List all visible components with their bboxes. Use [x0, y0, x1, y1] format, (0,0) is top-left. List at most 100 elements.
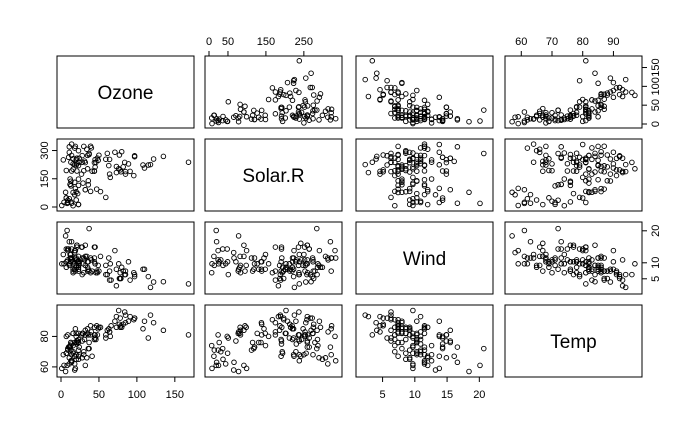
- data-point: [417, 313, 424, 320]
- data-point: [235, 233, 242, 239]
- data-point: [567, 114, 574, 120]
- data-point: [280, 268, 287, 274]
- data-point: [395, 189, 401, 196]
- data-point: [417, 145, 424, 151]
- data-point: [410, 365, 416, 372]
- data-point: [598, 269, 604, 276]
- data-point: [127, 313, 133, 320]
- data-point: [406, 185, 413, 192]
- data-point: [369, 58, 376, 64]
- data-point: [73, 162, 79, 168]
- data-point: [278, 104, 284, 111]
- data-point: [272, 97, 279, 103]
- data-point: [573, 168, 580, 174]
- data-point: [93, 159, 99, 166]
- data-point: [564, 246, 571, 252]
- data-point: [583, 159, 589, 166]
- data-point: [384, 162, 390, 168]
- data-point: [536, 108, 543, 114]
- data-point: [295, 244, 302, 250]
- data-point: [369, 159, 376, 165]
- data-point: [403, 91, 409, 97]
- data-point: [546, 115, 552, 121]
- scatter-panel-temp-vs-solar-r: [204, 304, 343, 378]
- data-point: [598, 185, 604, 192]
- data-point: [303, 75, 309, 81]
- data-point: [613, 85, 620, 91]
- data-point: [530, 251, 537, 258]
- tick-label: 150: [166, 389, 184, 401]
- data-point: [296, 58, 303, 64]
- data-point: [604, 152, 611, 158]
- data-point: [583, 58, 589, 64]
- data-point: [68, 200, 75, 206]
- data-point: [220, 356, 226, 363]
- data-point: [317, 91, 324, 97]
- data-point: [543, 157, 549, 163]
- data-point: [436, 141, 443, 148]
- data-point: [131, 316, 137, 323]
- data-point: [583, 107, 589, 114]
- data-point: [540, 168, 546, 174]
- data-point: [284, 79, 291, 86]
- data-point: [251, 261, 258, 267]
- data-point: [598, 152, 604, 158]
- data-point: [384, 153, 390, 159]
- data-point: [86, 339, 92, 346]
- data-point: [73, 351, 79, 358]
- data-point: [317, 324, 324, 331]
- data-point: [530, 116, 537, 122]
- tick-label: 50: [93, 389, 105, 401]
- data-point: [399, 163, 405, 170]
- data-point: [96, 152, 102, 158]
- data-point: [218, 257, 224, 263]
- data-point: [399, 93, 405, 100]
- data-point: [439, 168, 446, 174]
- data-point: [233, 338, 239, 344]
- data-point: [93, 323, 100, 329]
- data-point: [211, 347, 218, 353]
- data-point: [601, 277, 607, 283]
- data-point: [73, 255, 79, 261]
- data-point: [592, 271, 598, 278]
- data-point: [272, 319, 279, 326]
- data-point: [552, 201, 558, 208]
- data-point: [598, 255, 604, 261]
- data-point: [290, 80, 297, 87]
- data-point: [481, 345, 487, 352]
- data-point: [325, 361, 331, 367]
- data-point: [447, 109, 454, 115]
- axes-layer: 0 50 150 250 60 70 80 900 50 100 150 5 10 15 200150300…: [39, 36, 662, 401]
- data-point: [388, 155, 394, 162]
- data-point: [218, 348, 224, 355]
- data-point: [258, 268, 265, 274]
- data-point: [219, 246, 226, 252]
- data-point: [632, 166, 638, 172]
- data-point: [72, 268, 79, 274]
- data-point: [251, 107, 257, 114]
- data-point: [96, 268, 102, 274]
- data-point: [592, 262, 598, 269]
- data-point: [598, 104, 604, 111]
- data-point: [595, 176, 601, 183]
- data-point: [278, 246, 285, 252]
- data-point: [277, 86, 284, 93]
- data-point: [395, 178, 401, 184]
- data-point: [619, 283, 626, 289]
- data-point: [558, 155, 564, 161]
- tick-label: 80: [577, 36, 589, 48]
- data-point: [301, 251, 307, 258]
- data-point: [586, 255, 592, 261]
- data-point: [296, 89, 302, 96]
- data-point: [595, 97, 601, 104]
- data-point: [258, 339, 264, 346]
- data-point: [521, 119, 528, 126]
- data-point: [141, 266, 148, 272]
- data-point: [629, 89, 635, 96]
- data-point: [583, 171, 589, 177]
- data-point: [291, 284, 298, 291]
- data-point: [84, 330, 91, 337]
- data-point: [586, 115, 592, 121]
- data-point: [558, 255, 564, 261]
- data-point: [72, 326, 79, 332]
